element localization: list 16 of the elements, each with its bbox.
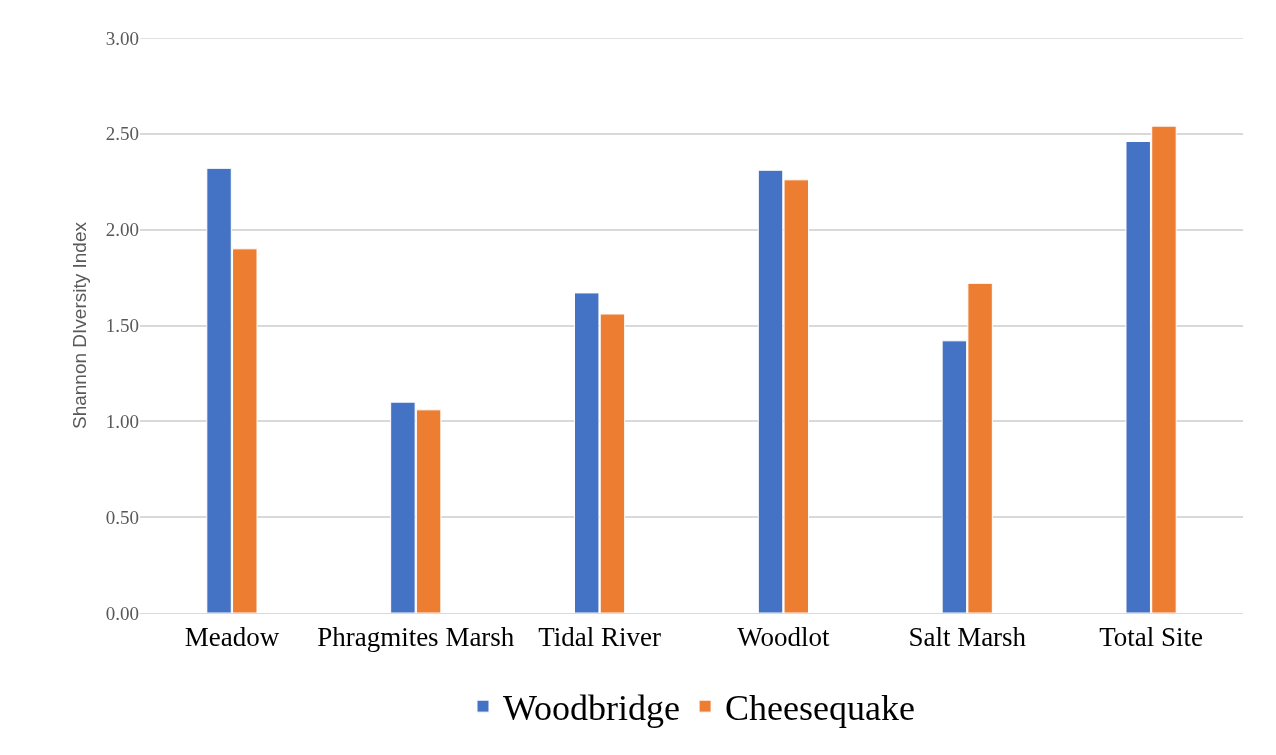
x-tick-label: Woodlot bbox=[737, 622, 831, 653]
x-tick-label: Salt Marsh bbox=[908, 622, 1027, 653]
y-tick-label: 1.50 bbox=[105, 315, 139, 337]
x-tick-label: Phragmites Marsh bbox=[317, 622, 515, 653]
y-tick-label: 3.00 bbox=[105, 27, 139, 49]
y-tick-label: 1.00 bbox=[105, 410, 139, 432]
y-tick-label: 0.50 bbox=[105, 506, 139, 528]
x-tick-label: Meadow bbox=[184, 622, 280, 653]
y-tick-label: 2.00 bbox=[105, 219, 139, 241]
x-tick-label: Tidal River bbox=[538, 622, 661, 653]
y-tick-label: 2.50 bbox=[105, 123, 139, 145]
legend-label: Cheesequake bbox=[725, 688, 915, 729]
legend-label: Woodbridge bbox=[503, 688, 681, 729]
x-tick-label: Total Site bbox=[1099, 622, 1204, 653]
y-axis-title: Shannon DIversity Index bbox=[68, 221, 90, 430]
y-tick-label: 0.00 bbox=[105, 602, 139, 624]
